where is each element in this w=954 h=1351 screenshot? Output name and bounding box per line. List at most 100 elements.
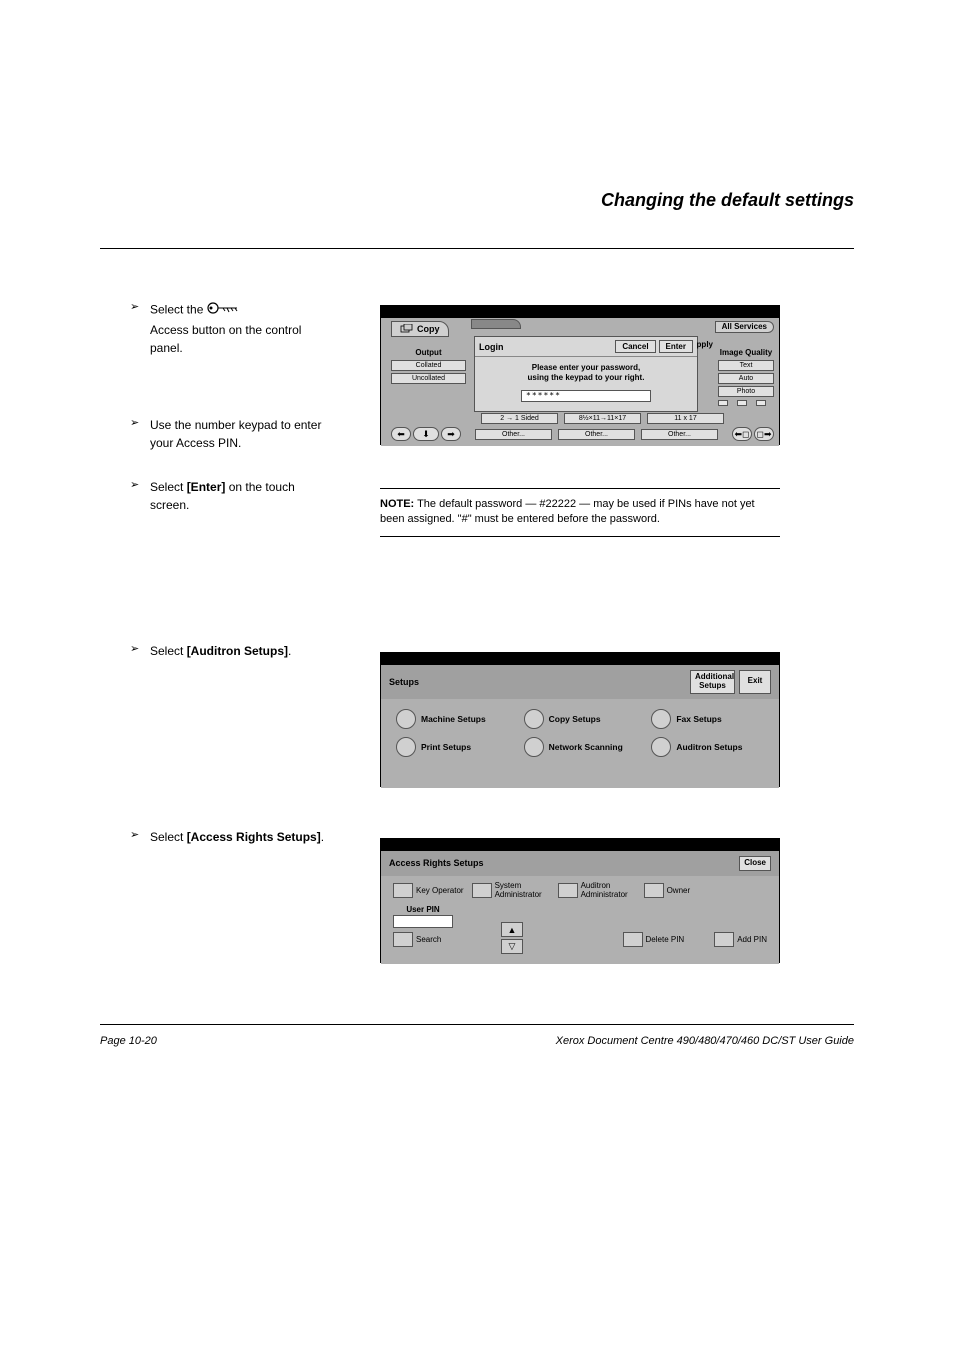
auto-button[interactable]: Auto	[718, 373, 774, 384]
exit-button[interactable]: Exit	[739, 670, 771, 694]
page-header-title: Changing the default settings	[601, 190, 854, 211]
screenshot-setups: Setups Additional Setups Exit Machine Se…	[380, 652, 780, 787]
setups-header: Setups Additional Setups Exit	[381, 665, 779, 699]
home-arrow-button[interactable]: ⬇	[413, 427, 439, 441]
down-arrow-button[interactable]: ▽	[501, 939, 523, 954]
bullet-icon: ➢	[130, 478, 142, 491]
apply-label: pply	[697, 340, 713, 349]
guide-title: Xerox Document Centre 490/480/470/460 DC…	[556, 1035, 854, 1047]
page-number: Page 10-20	[100, 1035, 157, 1047]
cancel-button[interactable]: Cancel	[615, 340, 655, 353]
page-footer: Page 10-20 Xerox Document Centre 490/480…	[100, 1035, 854, 1047]
titlebar	[381, 653, 779, 665]
circle-icon	[396, 737, 416, 757]
step-4-text: Select [Auditron Setups].	[150, 642, 330, 660]
step-1-text: Select the Access button on the control …	[150, 300, 330, 357]
output-column: Output Collated Uncollated	[391, 348, 466, 386]
eleven-seventeen-button[interactable]: 11 x 17	[647, 413, 724, 424]
delete-pin-button[interactable]: Delete PIN	[623, 932, 685, 947]
upper-button-row: 2 → 1 Sided 8½×11→11×17 11 x 17	[481, 413, 724, 424]
screenshot-login: Copy All Services Output Collated Uncoll…	[380, 305, 780, 445]
photo-button[interactable]: Photo	[718, 386, 774, 397]
key-operator-button[interactable]: Key Operator	[393, 882, 464, 900]
copy-tab[interactable]: Copy	[391, 321, 449, 337]
note-box: NOTE: The default password — #22222 — ma…	[380, 488, 780, 545]
login-body: Copy All Services Output Collated Uncoll…	[381, 318, 779, 446]
back-arrow-button[interactable]: ⬅◻	[732, 427, 752, 441]
owner-button[interactable]: Owner	[644, 882, 691, 900]
login-dialog: Login Cancel Enter Please enter your pas…	[474, 336, 698, 412]
step-3-text: Select [Enter] on the touch screen.	[150, 478, 330, 514]
login-title: Login	[479, 342, 504, 352]
user-pin-field[interactable]	[393, 915, 453, 928]
titlebar	[381, 839, 779, 851]
copy-setups-button[interactable]: Copy Setups	[524, 709, 637, 729]
up-down-arrows: ▲ ▽	[501, 922, 523, 956]
output-header: Output	[391, 348, 466, 357]
password-field[interactable]: ******	[521, 390, 651, 402]
collated-button[interactable]: Collated	[391, 360, 466, 371]
print-setups-button[interactable]: Print Setups	[396, 737, 509, 757]
uncollated-button[interactable]: Uncollated	[391, 373, 466, 384]
login-header: Login Cancel Enter	[475, 337, 697, 357]
nav-arrows-right: ⬅◻ ◻➡	[732, 427, 774, 441]
machine-setups-button[interactable]: Machine Setups	[396, 709, 509, 729]
circle-icon	[396, 709, 416, 729]
bullet-icon: ➢	[130, 300, 142, 313]
other-buttons-row: Other... Other... Other...	[475, 429, 718, 440]
other-button-3[interactable]: Other...	[641, 429, 718, 440]
fax-setups-button[interactable]: Fax Setups	[651, 709, 764, 729]
setups-title: Setups	[389, 677, 419, 687]
up-arrow-button[interactable]: ▲	[501, 922, 523, 937]
titlebar	[381, 306, 779, 318]
step-2-text: Use the number keypad to enter your Acce…	[150, 416, 330, 452]
pin-action-buttons: Delete PIN Add PIN	[623, 932, 767, 947]
header-divider	[100, 248, 854, 249]
all-services-button[interactable]: All Services	[715, 321, 774, 333]
copy-icon	[400, 324, 414, 334]
add-pin-button[interactable]: Add PIN	[714, 932, 767, 947]
note-text: NOTE: The default password — #22222 — ma…	[380, 497, 780, 528]
bullet-icon: ➢	[130, 642, 142, 660]
circle-icon	[651, 737, 671, 757]
nav-arrows-left: ⬅ ⬇ ➡	[391, 427, 461, 441]
user-pin-label: User PIN	[393, 905, 453, 914]
auditron-admin-button[interactable]: Auditron Administrator	[558, 882, 636, 900]
circle-icon	[524, 737, 544, 757]
circle-icon	[524, 709, 544, 729]
text-button[interactable]: Text	[718, 360, 774, 371]
left-arrow-button[interactable]: ⬅	[391, 427, 411, 441]
other-button-1[interactable]: Other...	[475, 429, 552, 440]
close-button[interactable]: Close	[739, 856, 771, 871]
role-buttons-row: Key Operator System Administrator Auditr…	[381, 876, 779, 906]
bottom-row: ⬅ ⬇ ➡ Other... Other... Other... ⬅◻ ◻➡	[391, 427, 774, 441]
access-rights-header: Access Rights Setups Close	[381, 851, 779, 876]
footer-divider	[100, 1024, 854, 1025]
right-arrow-button[interactable]: ➡	[441, 427, 461, 441]
bullet-icon: ➢	[130, 828, 142, 846]
setups-grid: Machine Setups Copy Setups Fax Setups Pr…	[381, 699, 779, 767]
circle-icon	[651, 709, 671, 729]
bullet-icon: ➢	[130, 416, 142, 429]
size-button[interactable]: 8½×11→11×17	[564, 413, 641, 424]
key-access-icon	[207, 300, 243, 321]
access-rights-body: Access Rights Setups Close Key Operator …	[381, 851, 779, 964]
image-quality-header: Image Quality	[718, 348, 774, 357]
setups-body: Setups Additional Setups Exit Machine Se…	[381, 665, 779, 788]
enter-button[interactable]: Enter	[659, 340, 693, 353]
additional-setups-button[interactable]: Additional Setups	[690, 670, 735, 694]
mini-grid	[718, 400, 774, 406]
step-3-block: ➢ Select [Enter] on the touch screen.	[130, 478, 330, 520]
step-5-text: Select [Access Rights Setups].	[150, 828, 330, 846]
forward-arrow-button[interactable]: ◻➡	[754, 427, 774, 441]
login-message: Please enter your password, using the ke…	[475, 363, 697, 384]
access-rights-title: Access Rights Setups	[389, 858, 484, 868]
network-scanning-button[interactable]: Network Scanning	[524, 737, 637, 757]
auditron-setups-button[interactable]: Auditron Setups	[651, 737, 764, 757]
system-admin-button[interactable]: System Administrator	[472, 882, 550, 900]
tab-background	[471, 319, 521, 329]
image-quality-column: Image Quality Text Auto Photo	[718, 348, 774, 406]
two-sided-button[interactable]: 2 → 1 Sided	[481, 413, 558, 424]
step-3: ➢ Select [Enter] on the touch screen.	[130, 478, 330, 514]
other-button-2[interactable]: Other...	[558, 429, 635, 440]
